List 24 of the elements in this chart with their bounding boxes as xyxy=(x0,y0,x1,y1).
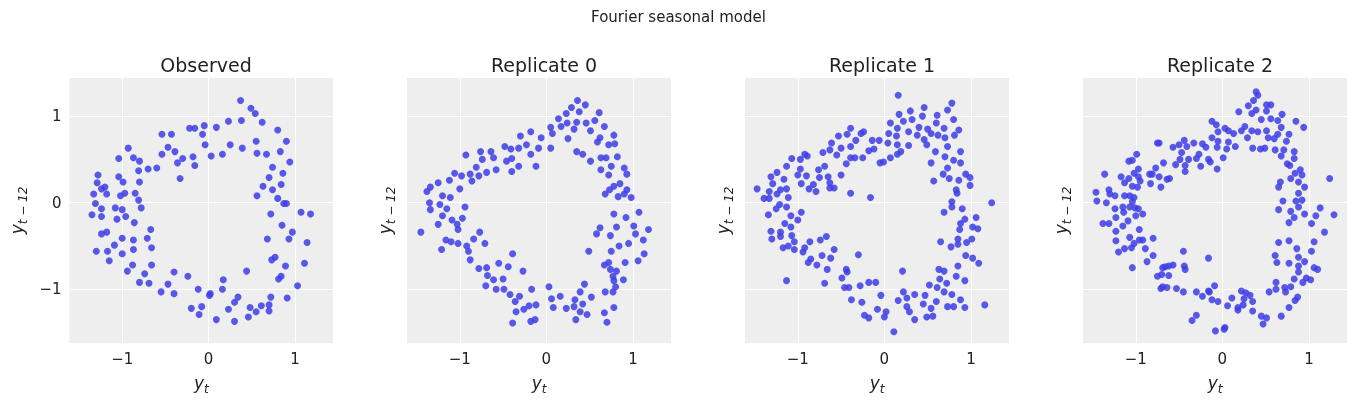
x-tick-label: −1 xyxy=(786,349,809,368)
y-axis-title: yt − 12 xyxy=(6,186,30,236)
x-tick-label: 0 xyxy=(1217,349,1228,368)
y-axis-title: yt − 12 xyxy=(375,186,398,236)
x-tick-label: −1 xyxy=(1124,349,1147,368)
x-tick-label: 0 xyxy=(879,349,890,368)
y-tick-label: −1 xyxy=(39,280,62,299)
y-tick-label: 1 xyxy=(51,107,62,126)
x-tick-label: 1 xyxy=(966,349,976,368)
chart-title: Observed xyxy=(160,53,252,76)
y-tick-label: 0 xyxy=(51,193,62,212)
chart-title: Replicate 0 xyxy=(490,53,598,76)
x-tick-label: 1 xyxy=(628,349,638,368)
x-tick-label: −1 xyxy=(111,349,134,368)
x-tick-label: 0 xyxy=(541,349,552,368)
text: Fourier seasonal model xyxy=(590,8,767,26)
chart-title: Replicate 2 xyxy=(1166,53,1274,76)
x-tick-label: 0 xyxy=(203,349,214,368)
x-tick-label: −1 xyxy=(448,349,471,368)
y-axis-title: yt − 12 xyxy=(713,186,736,236)
y-axis-title: yt − 12 xyxy=(1051,186,1074,236)
x-tick-label: 1 xyxy=(290,349,300,368)
x-tick-label: 1 xyxy=(1304,349,1314,368)
chart-title: Replicate 1 xyxy=(828,53,936,76)
